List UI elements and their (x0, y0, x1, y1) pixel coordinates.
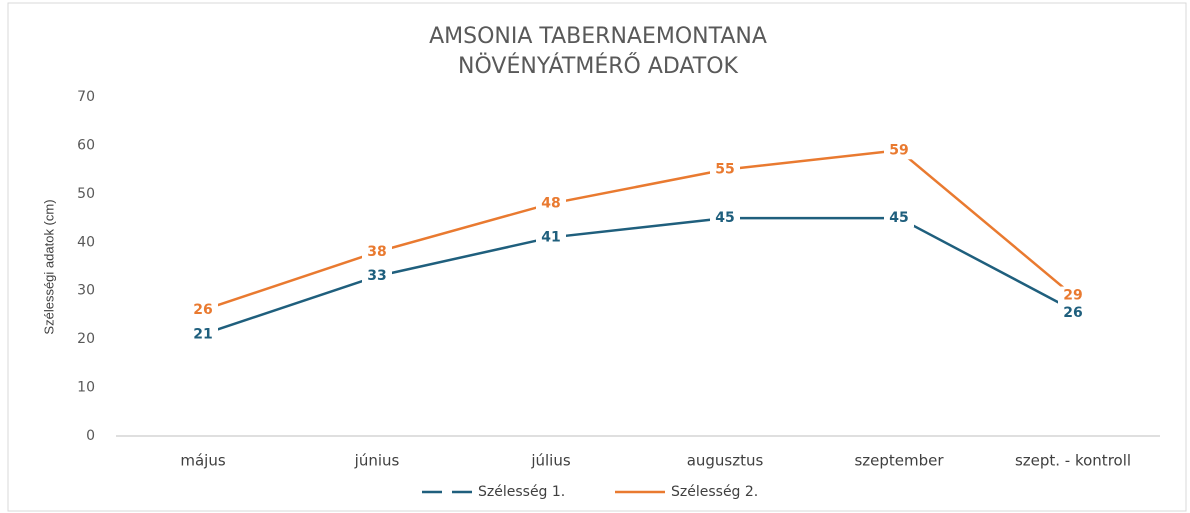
label-background (884, 141, 914, 160)
y-tick-label: 70 (77, 89, 95, 105)
label-background (1058, 286, 1088, 305)
y-tick-label: 20 (77, 331, 95, 347)
x-tick-label: szept. - kontroll (1015, 452, 1131, 470)
y-tick-label: 50 (77, 186, 95, 202)
label-background (884, 209, 914, 228)
label-background (536, 194, 566, 213)
label-background (1058, 304, 1088, 323)
data-label: 29 (1063, 288, 1082, 304)
data-label: 41 (541, 229, 560, 245)
label-background (536, 228, 566, 247)
chart-border (7, 2, 1187, 512)
y-tick-label: 10 (77, 380, 95, 396)
chart-title: NÖVÉNYÁTMÉRŐ ADATOK (458, 53, 738, 79)
x-tick-label: augusztus (687, 452, 764, 470)
data-label: 45 (715, 210, 734, 226)
label-background (710, 160, 740, 179)
chart-title: AMSONIA TABERNAEMONTANA (429, 24, 767, 49)
x-tick-label: július (530, 452, 571, 470)
label-background (188, 301, 218, 320)
x-tick-label: június (354, 452, 400, 470)
label-background (362, 242, 392, 261)
series-line (202, 148, 1074, 312)
series-line (202, 216, 1074, 336)
y-axis-label: Szélességi adatok (cm) (41, 199, 56, 334)
data-label: 48 (541, 196, 560, 212)
data-label: 26 (193, 302, 212, 318)
label-background (362, 267, 392, 286)
data-label: 38 (367, 244, 386, 260)
label-background (710, 209, 740, 228)
data-label: 26 (1063, 305, 1082, 321)
x-tick-label: szeptember (854, 452, 944, 470)
legend-label: Szélesség 2. (671, 484, 758, 500)
label-background (188, 325, 218, 344)
legend-label: Szélesség 1. (478, 484, 565, 500)
y-tick-label: 40 (77, 234, 95, 250)
data-label: 59 (889, 142, 908, 158)
data-label: 33 (367, 268, 386, 284)
data-label: 21 (193, 326, 212, 342)
y-tick-label: 30 (77, 283, 95, 299)
y-tick-label: 60 (77, 137, 95, 153)
data-label: 55 (715, 162, 734, 178)
data-label: 45 (889, 210, 908, 226)
y-tick-label: 0 (86, 428, 95, 444)
x-tick-label: május (180, 452, 225, 470)
